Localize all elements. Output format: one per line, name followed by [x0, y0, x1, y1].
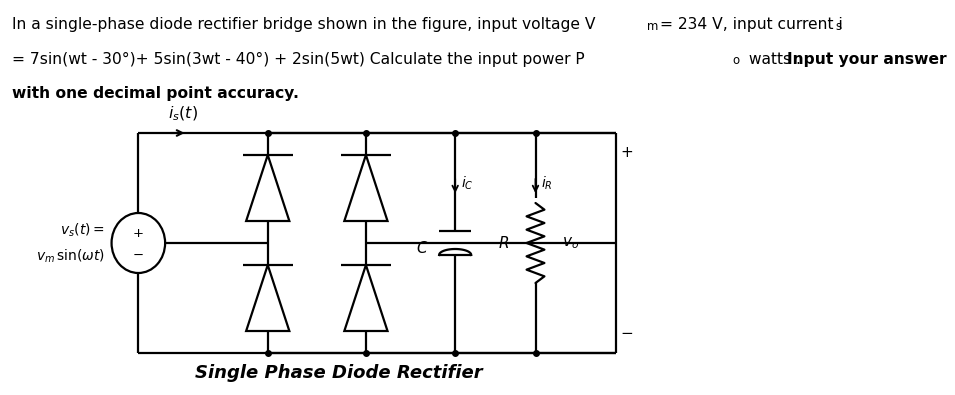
Text: +: +: [621, 145, 633, 160]
Text: o: o: [732, 54, 740, 67]
Text: In a single-phase diode rectifier bridge shown in the figure, input voltage V: In a single-phase diode rectifier bridge…: [11, 17, 595, 32]
Text: = 234 V, input current i: = 234 V, input current i: [660, 17, 842, 32]
Text: $v_s(t) =$: $v_s(t) =$: [59, 221, 104, 239]
Text: with one decimal point accuracy.: with one decimal point accuracy.: [11, 86, 299, 101]
Text: R: R: [499, 235, 509, 250]
Text: −: −: [621, 326, 633, 341]
Text: $v_m\,\mathrm{sin}(\omega t)$: $v_m\,\mathrm{sin}(\omega t)$: [35, 247, 104, 265]
Text: s: s: [835, 19, 841, 32]
Text: Input your answer: Input your answer: [787, 51, 946, 66]
Text: $i_C$: $i_C$: [460, 174, 473, 192]
Text: m: m: [647, 19, 658, 32]
Text: C: C: [416, 241, 427, 256]
Text: $i_R$: $i_R$: [541, 174, 553, 192]
Text: +: +: [133, 226, 144, 239]
Text: $v_o$: $v_o$: [562, 235, 580, 251]
Text: = 7sin(wt - 30°)+ 5sin(3wt - 40°) + 2sin(5wt) Calculate the input power P: = 7sin(wt - 30°)+ 5sin(3wt - 40°) + 2sin…: [11, 51, 584, 66]
Text: $i_s(t)$: $i_s(t)$: [168, 105, 198, 123]
Text: −: −: [133, 248, 144, 261]
Text: Single Phase Diode Rectifier: Single Phase Diode Rectifier: [196, 364, 483, 382]
Text: watts .: watts .: [744, 51, 806, 66]
